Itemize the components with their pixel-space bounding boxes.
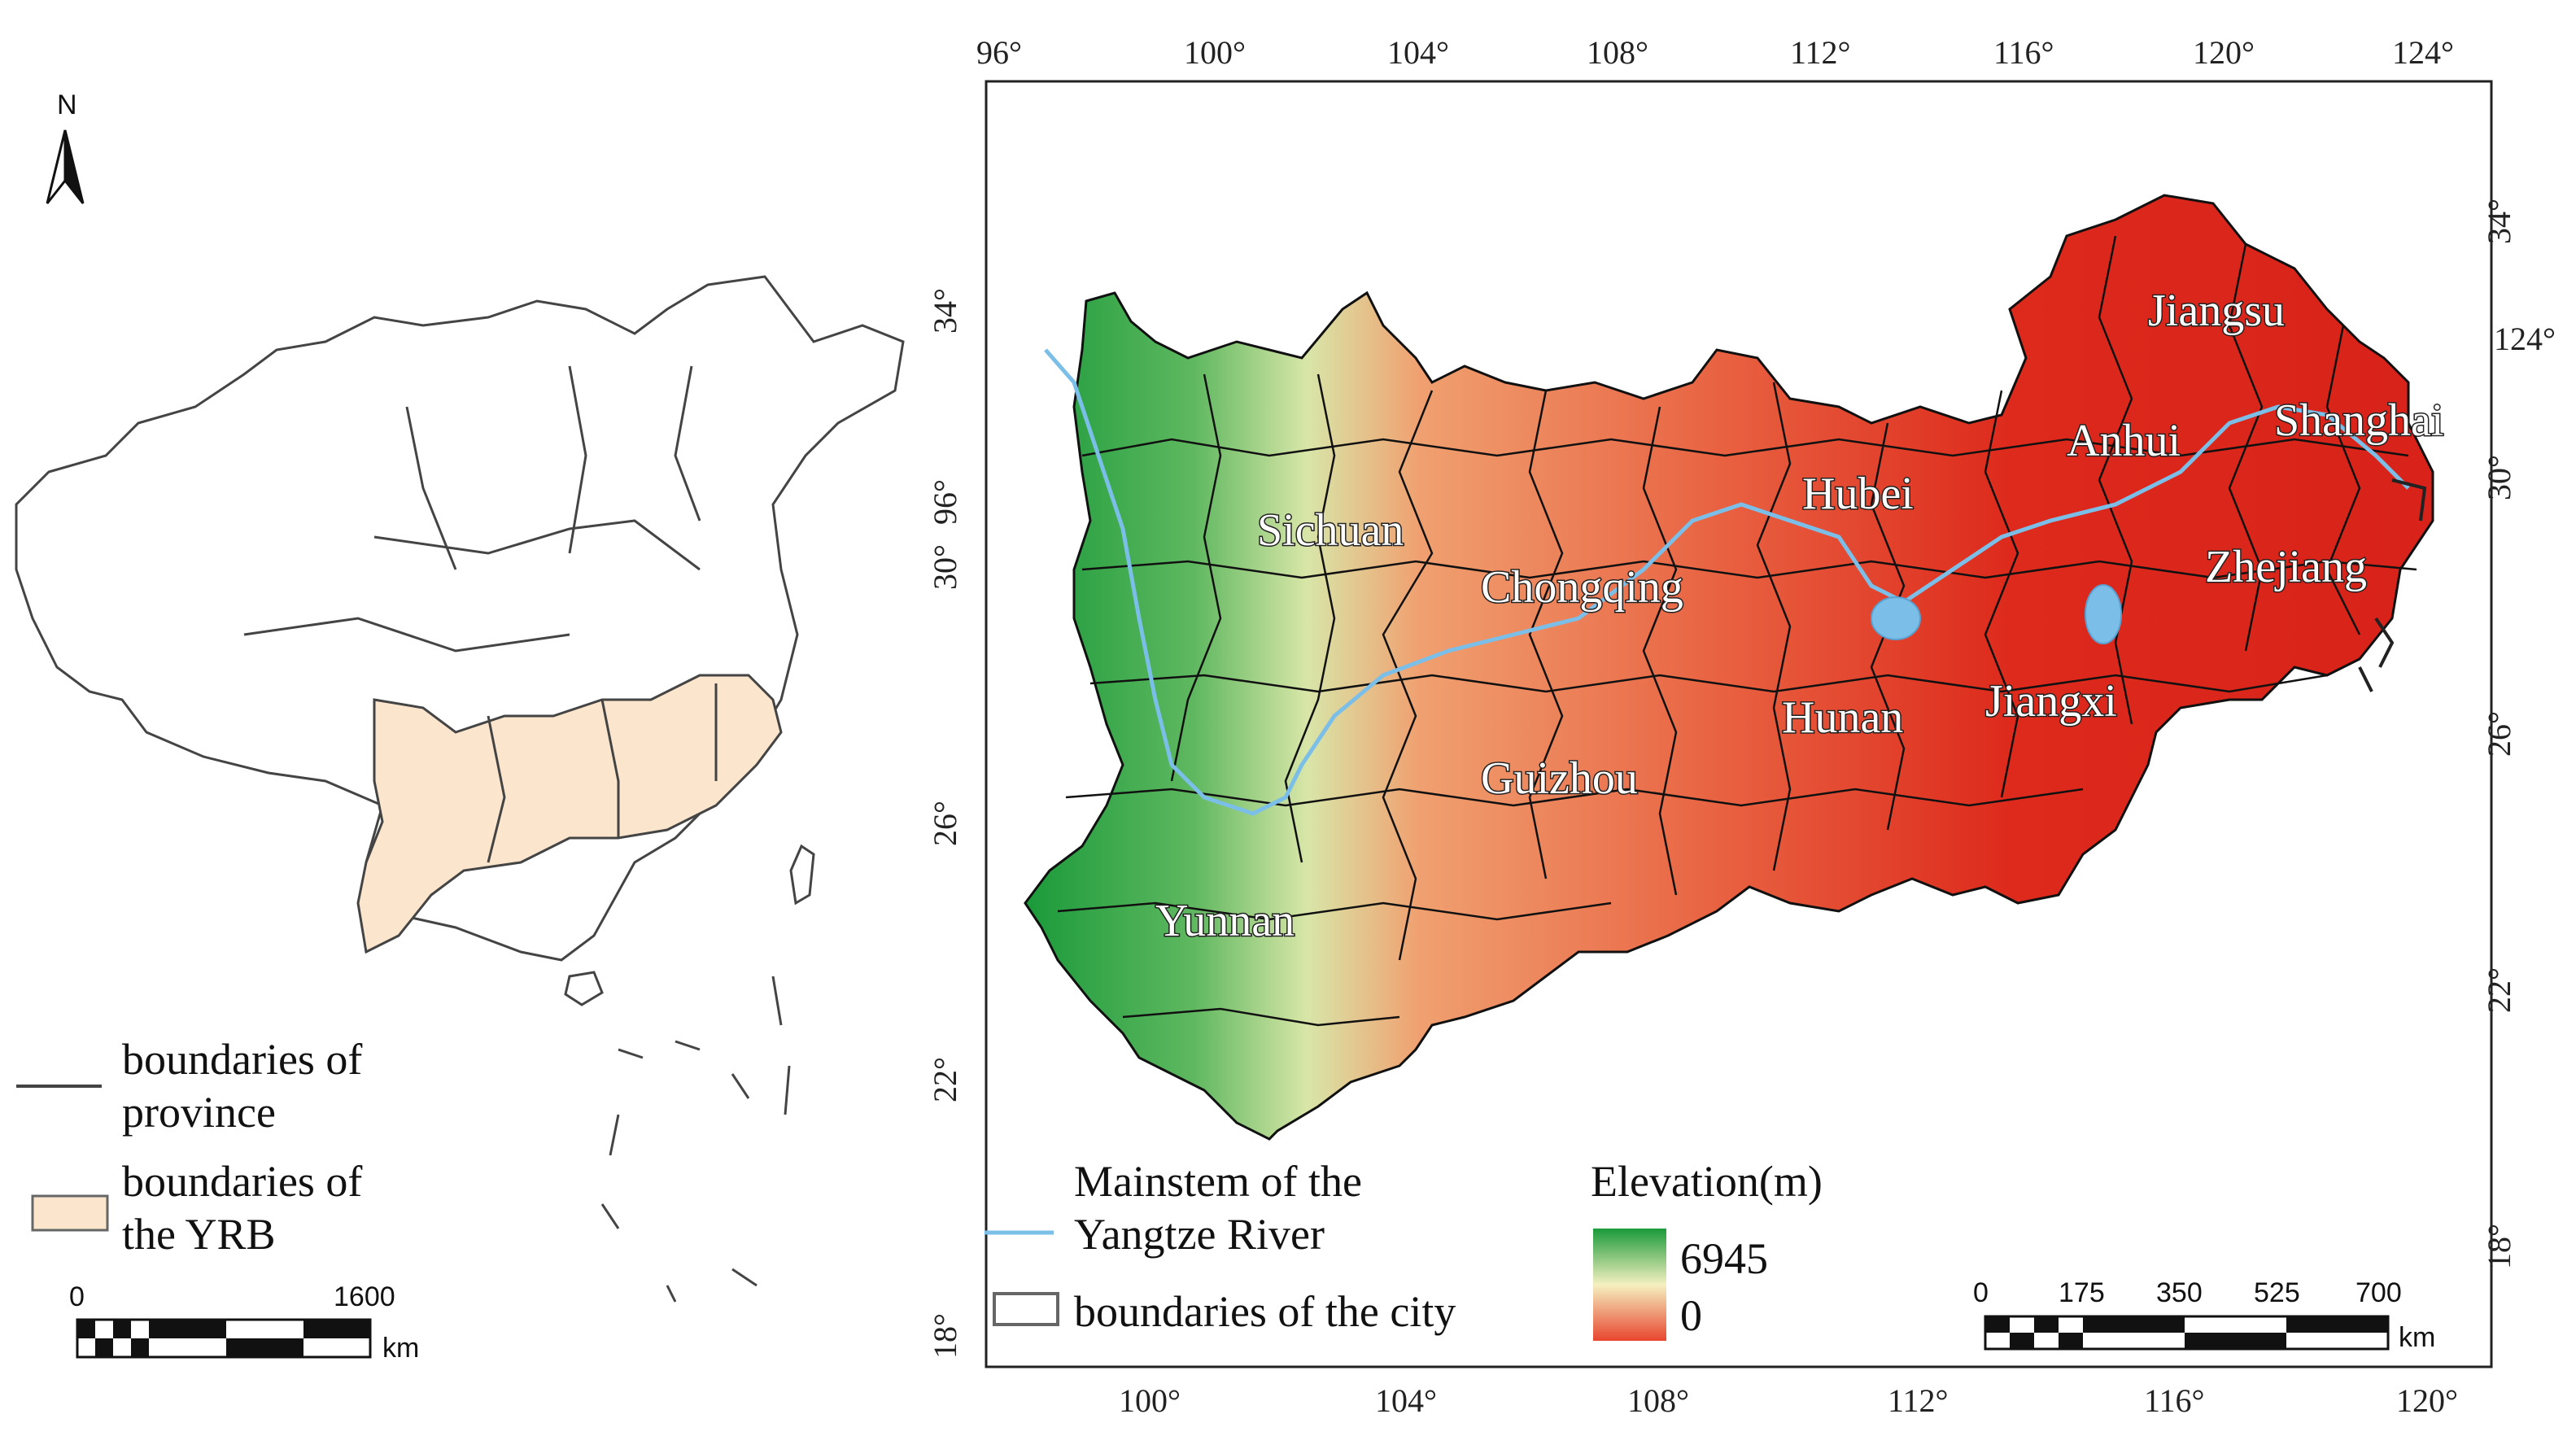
elevation-colorbar	[1593, 1229, 1666, 1341]
coastline-islands	[2358, 478, 2427, 692]
svg-text:96°: 96°	[976, 34, 1022, 71]
inset-scale-tick-1600: 1600	[334, 1281, 395, 1312]
province-shanghai: Shanghai	[2274, 395, 2443, 446]
north-arrow-icon	[46, 129, 67, 204]
province-hunan: Hunan	[1782, 692, 1903, 743]
elevation-max: 6945	[1680, 1234, 1768, 1283]
hainan-island	[564, 971, 604, 1006]
svg-text:18°: 18°	[927, 1313, 963, 1359]
yrb-legend-line1: boundaries of	[122, 1157, 362, 1206]
poyang-lake	[2085, 584, 2122, 644]
right-latitude-labels: 34° 30° 26° 22° 18° 124°	[2481, 199, 2556, 1269]
province-sichuan: Sichuan	[1257, 505, 1404, 556]
inset-scale-tick-0: 0	[69, 1281, 85, 1312]
svg-text:34°: 34°	[927, 288, 963, 334]
svg-text:175: 175	[2059, 1277, 2105, 1308]
city-legend-label: boundaries of the city	[1074, 1287, 1456, 1336]
svg-text:22°: 22°	[927, 1057, 963, 1102]
province-zhejiang: Zhejiang	[2205, 542, 2367, 592]
svg-text:116°: 116°	[1993, 34, 2054, 71]
river-legend-line1: Mainstem of the	[1074, 1157, 1362, 1206]
svg-text:120°: 120°	[2396, 1382, 2458, 1419]
extra-left-96: 96°	[927, 479, 963, 525]
north-label: N	[57, 89, 77, 120]
svg-text:100°: 100°	[1119, 1382, 1181, 1419]
top-longitude-labels: 96° 100° 104° 108° 112° 116° 120° 124°	[976, 34, 2454, 71]
svg-text:26°: 26°	[2481, 711, 2517, 757]
yrb-legend-line2: the YRB	[122, 1210, 276, 1259]
province-yunnan: Yunnan	[1155, 896, 1295, 946]
svg-text:22°: 22°	[2481, 967, 2517, 1013]
svg-text:100°: 100°	[1184, 34, 1246, 71]
yangtze-basin-map	[1024, 194, 2434, 1141]
svg-text:116°: 116°	[2144, 1382, 2205, 1419]
inset-scale-bar: 0 1600 km	[69, 1281, 419, 1364]
yangtze-mainstem	[1044, 348, 2410, 816]
province-legend-line2: province	[122, 1088, 276, 1137]
svg-text:18°: 18°	[2481, 1224, 2517, 1269]
svg-text:120°: 120°	[2193, 34, 2255, 71]
main-scale-bar: 0 175 350 525 700 km	[1973, 1277, 2435, 1353]
province-legend-line1: boundaries of	[122, 1035, 362, 1084]
north-arrow: N	[46, 89, 85, 204]
yrb-region	[356, 674, 783, 954]
svg-text:108°: 108°	[1587, 34, 1648, 71]
province-labels: Sichuan Chongqing Hubei Anhui Jiangsu Sh…	[1155, 285, 2445, 948]
svg-text:700: 700	[2356, 1277, 2402, 1308]
svg-text:112°: 112°	[1888, 1382, 1949, 1419]
svg-text:26°: 26°	[927, 801, 963, 846]
dongting-lake	[1871, 596, 1921, 640]
svg-text:104°: 104°	[1375, 1382, 1437, 1419]
svg-text:0: 0	[1973, 1277, 1989, 1308]
province-jiangxi: Jiangxi	[1985, 676, 2117, 727]
inset-legend: boundaries of province boundaries of the…	[16, 1035, 362, 1259]
svg-text:124°: 124°	[2392, 34, 2454, 71]
province-jiangsu: Jiangsu	[2148, 286, 2285, 336]
inset-scale-unit: km	[382, 1333, 419, 1364]
svg-text:108°: 108°	[1627, 1382, 1689, 1419]
svg-text:34°: 34°	[2481, 199, 2517, 244]
svg-text:30°: 30°	[927, 544, 963, 590]
province-guizhou: Guizhou	[1481, 753, 1638, 804]
province-anhui: Anhui	[2067, 416, 2181, 466]
city-legend-swatch	[993, 1292, 1059, 1326]
svg-text:30°: 30°	[2481, 455, 2517, 500]
bottom-longitude-labels: 100° 104° 108° 112° 116° 120°	[1119, 1382, 2458, 1419]
svg-text:112°: 112°	[1790, 34, 1851, 71]
yrb-legend-swatch	[31, 1194, 109, 1232]
svg-text:350: 350	[2156, 1277, 2203, 1308]
elevation-title: Elevation(m)	[1591, 1157, 1823, 1206]
province-hubei: Hubei	[1802, 469, 1914, 519]
province-chongqing: Chongqing	[1481, 562, 1683, 613]
elevation-min: 0	[1680, 1291, 1702, 1340]
svg-text:525: 525	[2254, 1277, 2300, 1308]
main-scale-unit: km	[2399, 1322, 2435, 1353]
city-boundaries	[1057, 235, 2417, 1027]
svg-text:104°: 104°	[1387, 34, 1449, 71]
china-inset-map	[15, 275, 905, 1303]
map-legend: Mainstem of the Yangtze River boundaries…	[985, 1157, 1823, 1341]
left-latitude-labels: 34° 30° 26° 22° 18° 96°	[927, 288, 963, 1359]
extra-right-124: 124°	[2494, 321, 2556, 357]
river-legend-line2: Yangtze River	[1074, 1210, 1325, 1259]
taiwan-island	[789, 844, 815, 906]
